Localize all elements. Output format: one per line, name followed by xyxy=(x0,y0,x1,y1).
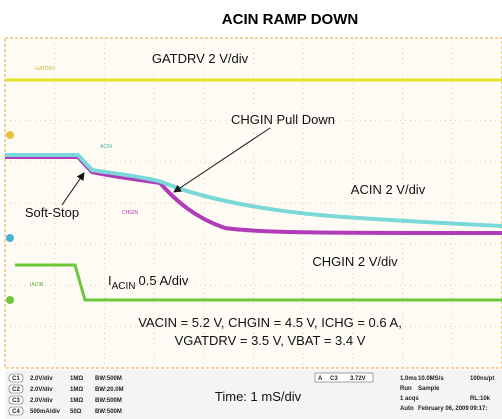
channel-id: C3 xyxy=(12,398,20,404)
scale: 0.5 A/div xyxy=(139,273,189,288)
acquisition: 10.0MS/s xyxy=(418,376,444,382)
conditions: VGATDRV = 3.5 V, VBAT = 3.4 V xyxy=(175,333,366,348)
annotation: GATDRV 2 V/div xyxy=(152,51,249,66)
channel-setting: 2.0V/div xyxy=(30,387,53,393)
channel-setting: 500mA/div xyxy=(30,409,61,415)
acquisition: Sample xyxy=(418,386,440,392)
acquisition: February 06, 2009 xyxy=(418,406,469,412)
trace-label: IACIN xyxy=(30,282,44,288)
channel-id: C2 xyxy=(12,387,20,393)
channel-setting: BW:500M xyxy=(95,376,122,382)
marker xyxy=(6,131,14,139)
channel-setting: BW:20.0M xyxy=(95,387,124,393)
trigger: C3 xyxy=(330,376,338,382)
channel-setting: 2.0V/div xyxy=(30,376,53,382)
time-scale: Time: 1 mS/div xyxy=(215,389,302,404)
channel-setting: 1MΩ xyxy=(70,387,83,393)
acquisition: 1 acqs xyxy=(400,396,419,402)
annotation: CHGIN Pull Down xyxy=(231,112,335,127)
channel-setting: 1MΩ xyxy=(70,398,83,404)
annotation: Soft-Stop xyxy=(25,205,79,220)
conditions: VACIN = 5.2 V, CHGIN = 4.5 V, ICHG = 0.6… xyxy=(138,315,402,330)
marker xyxy=(6,234,14,242)
channel-setting: BW:500M xyxy=(95,409,122,415)
trigger: A xyxy=(318,376,323,382)
acquisition: Auto xyxy=(400,406,414,412)
trace-label: GATDRV xyxy=(35,66,56,72)
acquisition: Run xyxy=(400,386,412,392)
annotation: CHGIN 2 V/div xyxy=(312,254,398,269)
title: ACIN RAMP DOWN xyxy=(222,11,358,28)
channel-id: C1 xyxy=(12,376,20,382)
annotation: ACIN 2 V/div xyxy=(351,182,426,197)
trigger: 3.72V xyxy=(350,376,366,382)
channel-setting: 50Ω xyxy=(70,409,82,415)
acquisition: RL:10k xyxy=(470,396,491,402)
scope-screenshot: ACIN RAMP DOWN GATDRV ACIN CHGIN IACIN G… xyxy=(0,0,502,419)
acquisition: 100ns/pt xyxy=(470,376,494,382)
channel-setting: 1MΩ xyxy=(70,376,83,382)
marker xyxy=(6,296,14,304)
subscript: ACIN xyxy=(112,281,136,292)
channel-setting: 2.0V/div xyxy=(30,398,53,404)
acquisition: 09:17: xyxy=(470,406,487,412)
acquisition: 1.0ms xyxy=(400,376,418,382)
channel-id: C4 xyxy=(12,409,20,415)
trace-label: ACIN xyxy=(100,144,112,150)
channel-setting: BW:500M xyxy=(95,398,122,404)
trace-label: CHGIN xyxy=(122,210,139,216)
